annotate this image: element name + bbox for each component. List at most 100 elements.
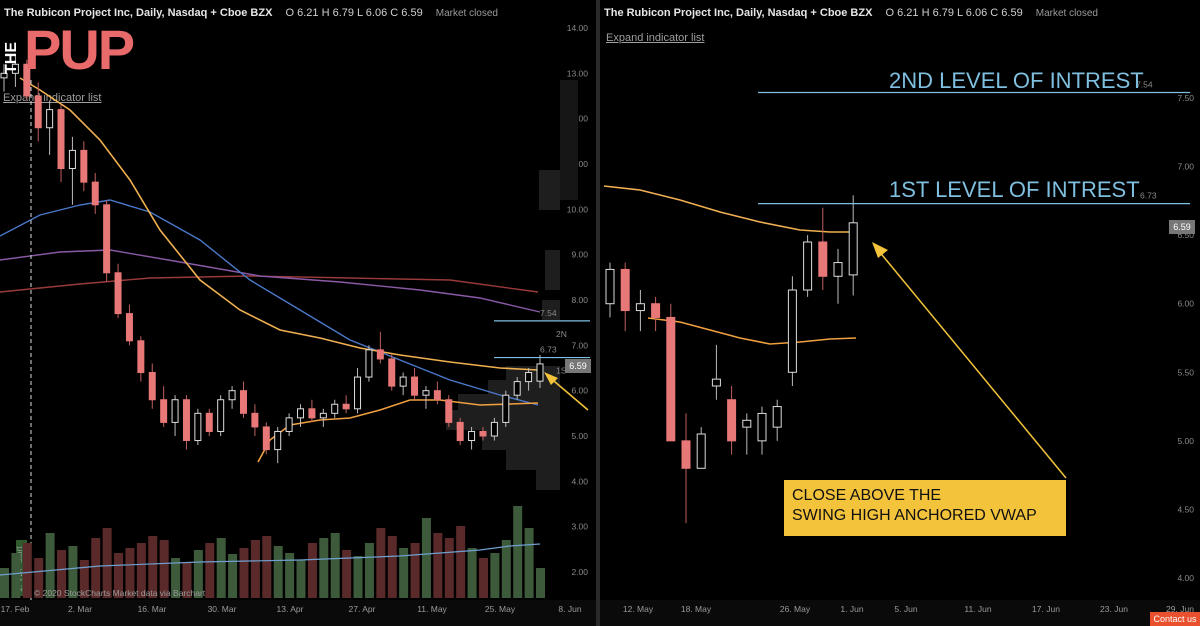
left-level-text: 2N xyxy=(556,329,567,339)
left-volume-bar xyxy=(57,550,67,598)
left-x-tick: 8. Jun xyxy=(558,604,581,614)
left-x-tick: 13. Apr xyxy=(277,604,304,614)
left-volume-bar xyxy=(478,558,488,598)
left-volume-bar xyxy=(421,518,431,598)
left-sma-200 xyxy=(0,275,539,293)
callout-line-1: CLOSE ABOVE THE xyxy=(792,487,942,504)
right-candle-body xyxy=(818,241,828,277)
left-level-text: 1S xyxy=(556,366,567,376)
left-volume-bar xyxy=(125,548,135,598)
left-volume-bar xyxy=(262,536,272,598)
left-volume-bar xyxy=(399,548,409,598)
right-candle-body xyxy=(711,378,721,387)
right-y-tick: 5.00 xyxy=(1177,436,1194,446)
left-candle-body xyxy=(490,421,498,437)
left-candle-body xyxy=(251,412,259,428)
left-volume-bar xyxy=(410,543,420,598)
left-candle-body xyxy=(502,394,510,423)
left-candle-body xyxy=(479,430,487,437)
pane-divider[interactable] xyxy=(596,0,600,626)
left-volume-bar xyxy=(45,533,55,598)
left-candle-body xyxy=(525,372,533,383)
level2-label: 2ND LEVEL OF INTREST xyxy=(889,68,1144,93)
left-volume-bar xyxy=(102,528,112,598)
left-candle-body xyxy=(0,72,8,79)
left-y-tick: 4.00 xyxy=(571,476,588,486)
left-volume-profile-bar xyxy=(506,450,560,470)
right-expand-indicator-list[interactable]: Expand indicator list xyxy=(606,32,705,44)
left-x-tick: 17. Feb xyxy=(1,604,30,614)
right-anchored-vwap xyxy=(647,317,857,345)
left-candle-body xyxy=(422,390,430,396)
left-candle-body xyxy=(376,349,384,360)
left-volume-bar xyxy=(79,560,89,598)
left-x-tick: 11. May xyxy=(417,604,447,614)
left-price-chart[interactable]: 14.0013.0012.0011.0010.009.008.007.006.0… xyxy=(0,0,596,626)
right-arrow-line xyxy=(877,249,1067,479)
left-chart-pane[interactable]: The Rubicon Project Inc, Daily, Nasdaq +… xyxy=(0,0,596,626)
left-candle-body xyxy=(114,272,122,315)
left-level-value: 6.73 xyxy=(540,345,557,355)
right-candle-body xyxy=(696,433,706,469)
left-x-tick: 25. May xyxy=(485,604,516,614)
left-volume-bar xyxy=(68,546,78,598)
left-x-axis-band xyxy=(0,600,596,626)
right-last-price-tag: 6.59 xyxy=(1169,220,1195,234)
left-volume-bar xyxy=(182,563,192,598)
svg-text:THE: THE xyxy=(3,42,20,74)
left-candle-body xyxy=(297,408,305,419)
left-candle-body xyxy=(11,63,19,74)
right-symbol-title: The Rubicon Project Inc, Daily, Nasdaq +… xyxy=(604,7,873,19)
right-ohlc-readout: O 6.21 H 6.79 L 6.06 C 6.59 xyxy=(885,7,1023,19)
left-y-tick: 14.00 xyxy=(567,23,589,33)
left-volume-bar xyxy=(273,546,283,598)
left-candle-body xyxy=(274,430,282,451)
right-y-tick: 6.50 xyxy=(1177,230,1194,240)
callout-line-2: SWING HIGH ANCHORED VWAP xyxy=(792,507,1037,524)
right-x-tick: 11. Jun xyxy=(964,604,992,614)
right-candle-body xyxy=(803,241,813,291)
left-x-tick: 2. Mar xyxy=(68,604,92,614)
left-candle-body xyxy=(342,403,350,410)
right-candle-body xyxy=(605,268,615,305)
left-volume-bar xyxy=(307,543,317,598)
right-candle-body xyxy=(757,412,767,442)
left-volume-bar xyxy=(228,554,238,598)
left-volume-bar xyxy=(364,543,374,598)
left-volume-ma xyxy=(0,543,541,576)
left-candle-body xyxy=(182,399,190,442)
right-x-tick: 18. May xyxy=(681,604,712,614)
right-x-tick: 26. May xyxy=(780,604,811,614)
left-candle-body xyxy=(331,403,339,414)
left-vwap xyxy=(19,77,539,371)
left-y-tick: 13.00 xyxy=(567,68,589,78)
left-candle-body xyxy=(445,399,453,423)
left-y-tick: 5.00 xyxy=(571,431,588,441)
left-y-tick: 2.00 xyxy=(571,567,588,577)
contact-us-button[interactable]: Contact us xyxy=(1150,612,1200,626)
right-candle-body xyxy=(727,399,737,442)
right-candle-body xyxy=(772,406,782,428)
left-arrow-head xyxy=(544,372,558,385)
left-volume-bar xyxy=(114,553,124,598)
left-volume-bar xyxy=(490,553,500,598)
right-vwap xyxy=(603,185,856,233)
right-candle-body xyxy=(848,222,858,276)
right-arrow-head xyxy=(872,242,888,258)
left-y-tick: 6.00 xyxy=(571,386,588,396)
left-volume-bar xyxy=(433,533,443,598)
left-vdp-label-bg xyxy=(16,540,27,596)
right-price-chart[interactable]: 7.50 7.00 6.50 6.00 5.50 5.00 4.50 4.00 12. May 1… xyxy=(600,0,1200,626)
right-level1-value: 6.73 xyxy=(1140,191,1157,201)
right-x-tick: 23. Jun xyxy=(1100,604,1128,614)
left-attribution: © 2020 StockCharts Market data via Barch… xyxy=(34,588,206,598)
left-volume-profile-bar xyxy=(482,430,560,450)
left-candle-body xyxy=(217,399,225,432)
left-volume-bar xyxy=(159,540,169,598)
right-candle-body xyxy=(620,268,630,312)
left-volume-bar xyxy=(467,548,477,598)
left-candle-body xyxy=(399,376,407,387)
left-volume-bar xyxy=(205,543,215,598)
left-volume-profile-bar xyxy=(539,170,560,210)
left-candle-body xyxy=(34,95,42,129)
